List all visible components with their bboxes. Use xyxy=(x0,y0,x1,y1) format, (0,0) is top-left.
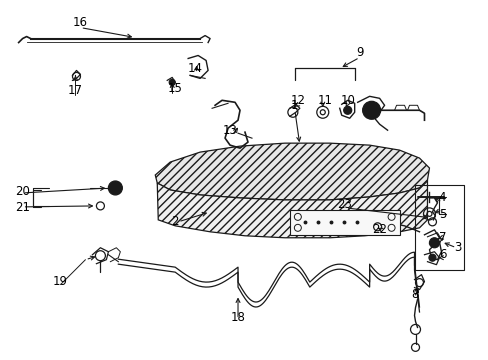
Text: 3: 3 xyxy=(453,241,460,254)
Text: 5: 5 xyxy=(438,208,445,221)
Circle shape xyxy=(169,80,175,85)
FancyBboxPatch shape xyxy=(289,210,399,235)
Text: 22: 22 xyxy=(371,223,386,236)
Circle shape xyxy=(112,185,118,191)
Polygon shape xyxy=(155,143,428,200)
Text: 4: 4 xyxy=(438,192,445,204)
Text: 2: 2 xyxy=(171,215,179,228)
Circle shape xyxy=(343,106,351,114)
Circle shape xyxy=(428,254,435,261)
Text: 20: 20 xyxy=(15,185,30,198)
Text: 1: 1 xyxy=(290,99,298,112)
Text: 8: 8 xyxy=(410,288,417,301)
Text: 21: 21 xyxy=(15,201,30,215)
Text: 15: 15 xyxy=(167,82,182,95)
Circle shape xyxy=(108,181,122,195)
Text: 14: 14 xyxy=(187,62,202,75)
Text: 6: 6 xyxy=(438,248,445,261)
Text: 19: 19 xyxy=(53,275,68,288)
Text: 12: 12 xyxy=(290,94,305,107)
Text: 9: 9 xyxy=(355,46,363,59)
Circle shape xyxy=(428,238,439,248)
Text: 7: 7 xyxy=(438,231,445,244)
Circle shape xyxy=(362,101,380,119)
Text: 10: 10 xyxy=(340,94,354,107)
Text: 17: 17 xyxy=(68,84,83,97)
Polygon shape xyxy=(157,180,427,238)
Text: 16: 16 xyxy=(73,16,88,29)
Text: 13: 13 xyxy=(222,124,237,137)
Text: 23: 23 xyxy=(337,198,351,211)
Text: 11: 11 xyxy=(317,94,331,107)
Text: 18: 18 xyxy=(230,311,245,324)
